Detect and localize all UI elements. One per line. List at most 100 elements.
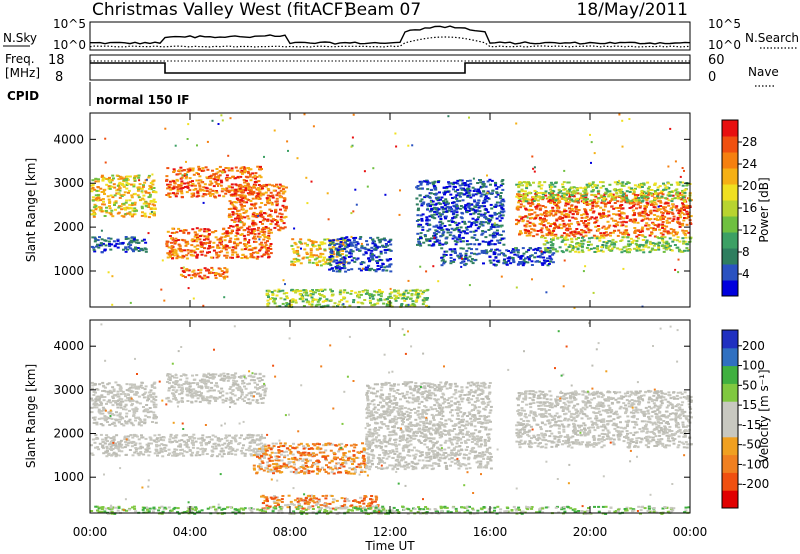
data-cell <box>118 413 122 416</box>
data-cell <box>215 168 219 170</box>
data-cell <box>355 258 359 261</box>
data-cell <box>95 406 99 409</box>
data-cell <box>524 208 528 211</box>
data-cell <box>667 204 671 207</box>
data-cell <box>486 197 490 200</box>
data-cell <box>223 277 226 280</box>
data-cell <box>187 170 191 173</box>
data-cell <box>634 187 637 190</box>
data-cell <box>149 188 153 191</box>
data-cell <box>645 198 649 201</box>
data-cell <box>145 178 148 181</box>
data-cell <box>494 184 498 187</box>
data-cell <box>628 243 632 246</box>
data-cell <box>589 243 593 246</box>
data-cell <box>568 244 572 247</box>
data-cell <box>371 258 375 261</box>
data-cell <box>107 185 111 188</box>
data-cell <box>130 196 134 199</box>
colorbar-swatch <box>722 136 738 153</box>
data-cell <box>622 212 626 215</box>
data-cell <box>444 191 447 194</box>
data-cell <box>120 177 124 180</box>
data-cell <box>373 269 376 272</box>
data-cell <box>423 234 427 236</box>
data-cell <box>235 224 239 226</box>
data-cell <box>244 179 248 182</box>
data-cell <box>258 238 261 241</box>
data-cell <box>442 253 446 256</box>
data-cell <box>263 203 267 206</box>
data-cell <box>540 184 544 187</box>
data-cell <box>534 205 538 208</box>
data-cell <box>625 215 629 218</box>
data-cell <box>429 200 432 203</box>
data-cell <box>424 180 428 183</box>
data-cell <box>219 184 223 187</box>
data-cell <box>483 193 487 196</box>
data-cell <box>359 236 363 238</box>
data-cell <box>184 244 188 247</box>
data-cell <box>199 235 202 237</box>
data-cell <box>135 410 139 413</box>
data-cell <box>492 224 496 227</box>
data-cell <box>240 194 244 197</box>
y-tick-label: 1000 <box>53 264 84 278</box>
data-cell <box>138 183 142 186</box>
data-cell <box>103 188 107 191</box>
data-cell <box>557 217 561 220</box>
data-cell <box>517 190 521 193</box>
data-cell <box>154 417 158 420</box>
data-cell <box>359 262 363 265</box>
data-cell <box>558 223 562 226</box>
data-cell <box>635 197 639 200</box>
data-cell <box>171 227 175 230</box>
data-cell <box>499 214 503 217</box>
data-cell <box>314 298 318 301</box>
data-cell <box>653 182 657 185</box>
data-cell <box>604 228 608 230</box>
data-cell <box>144 391 148 394</box>
data-cell <box>656 242 659 245</box>
data-cell <box>267 214 270 217</box>
data-cell <box>532 228 536 231</box>
data-cell <box>116 238 120 241</box>
data-cell <box>174 237 178 240</box>
data-cell <box>312 245 315 248</box>
data-cell <box>670 183 673 186</box>
data-cell <box>305 251 309 254</box>
data-cell <box>101 177 105 180</box>
data-cell <box>619 240 623 242</box>
data-cell <box>440 247 444 250</box>
data-cell <box>294 291 298 294</box>
data-cell <box>305 301 309 304</box>
data-cell <box>654 192 657 195</box>
data-cell <box>167 194 171 197</box>
data-cell <box>610 247 614 250</box>
data-cell <box>225 251 229 254</box>
data-cell <box>153 190 157 193</box>
data-cell <box>173 242 177 245</box>
data-cell <box>521 190 525 193</box>
data-cell <box>277 228 281 231</box>
data-cell <box>482 213 486 216</box>
data-cell <box>498 249 502 252</box>
data-cell <box>144 248 148 251</box>
data-cell <box>518 261 522 263</box>
data-cell <box>449 260 453 262</box>
data-cell <box>312 125 315 128</box>
data-cell <box>148 407 152 409</box>
data-cell <box>97 178 100 181</box>
data-cell <box>663 184 667 187</box>
data-cell <box>230 249 234 252</box>
data-cell <box>480 233 484 236</box>
data-cell <box>584 220 587 222</box>
data-cell <box>590 161 592 164</box>
data-cell <box>365 240 369 243</box>
data-cell <box>254 184 257 187</box>
data-cell <box>338 260 342 263</box>
data-cell <box>679 250 683 253</box>
data-cell <box>676 191 680 194</box>
data-cell <box>117 384 121 387</box>
data-cell <box>241 172 244 175</box>
